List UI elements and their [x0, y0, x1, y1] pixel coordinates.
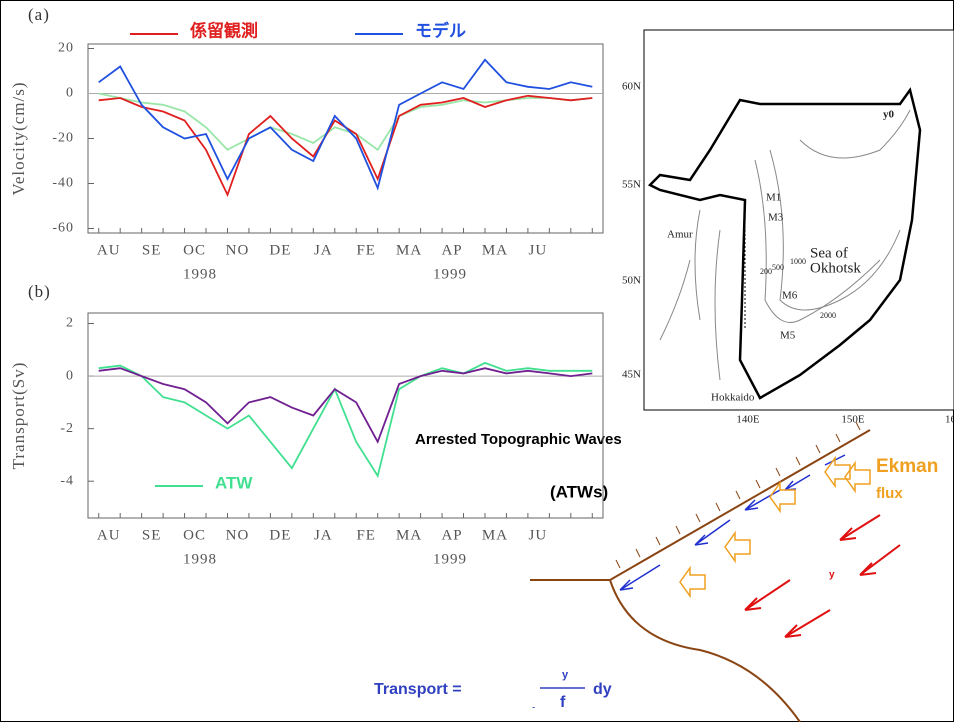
y-tick-label: 20: [58, 41, 74, 56]
x-tick-label: FE: [356, 527, 376, 543]
x-tick-label: AU: [97, 242, 121, 258]
x-tick-label: MA: [482, 242, 508, 258]
y-axis-label: Transport(Sv): [9, 362, 28, 470]
lat-label: 55N: [622, 179, 641, 191]
y0-label: y0: [883, 109, 895, 121]
x-tick-label: AP: [441, 527, 462, 543]
station: M3: [768, 212, 784, 224]
diagram-subtitle: (ATWs): [550, 482, 608, 501]
slide: 60N 55N 50N 45N 140E 150E 16 M1 M3 M6 M5…: [0, 0, 954, 722]
formula-den: f: [560, 694, 566, 711]
y-tick-label: -40: [52, 176, 74, 191]
tau-label: y: [829, 570, 835, 581]
legend-label: モデル: [415, 20, 466, 40]
x-tick-label: AP: [441, 242, 462, 258]
legend-label: 係留観測: [190, 20, 258, 40]
lat-label: 45N: [622, 369, 641, 381]
x-tick-label: DE: [269, 527, 291, 543]
map-frame: [644, 30, 954, 410]
diagram-title: Arrested Topographic Waves: [415, 431, 622, 448]
x-tick-label: MA: [396, 527, 422, 543]
place: Okhotsk: [810, 260, 861, 276]
x-tick-label: MA: [482, 527, 508, 543]
station: M5: [780, 330, 796, 342]
y-tick-label: 0: [66, 86, 74, 101]
x-tick-label: JU: [529, 242, 548, 258]
y-tick-label: 0: [66, 368, 74, 383]
lon-label: 140E: [736, 414, 760, 426]
contour-label: 1000: [790, 257, 806, 266]
x-tick-label: OC: [183, 527, 206, 543]
year-label: 1999: [433, 551, 467, 567]
x-tick-label: JU: [529, 527, 548, 543]
place: Amur: [667, 229, 693, 241]
page: {"chart_data": [ {"type": "line", "panel…: [0, 0, 954, 727]
formula-minus: -: [532, 703, 535, 714]
x-tick-label: JA: [314, 527, 333, 543]
ekman-label: Ekman: [876, 456, 938, 477]
y-tick-label: -2: [60, 421, 74, 436]
x-tick-label: NO: [226, 242, 250, 258]
place: Hokkaido: [711, 392, 755, 404]
station: M1: [766, 192, 781, 204]
lon-label: 150E: [841, 414, 865, 426]
formula-dy: dy: [593, 681, 612, 698]
panel-label: (b): [28, 282, 51, 301]
station: M6: [782, 290, 798, 302]
formula-num: y: [562, 669, 569, 681]
year-label: 1999: [433, 266, 467, 282]
x-tick-label: NO: [226, 527, 250, 543]
y-tick-label: -60: [52, 221, 74, 236]
x-tick-label: DE: [269, 242, 291, 258]
formula-lhs: Transport =: [374, 681, 462, 698]
x-tick-label: AU: [97, 527, 121, 543]
contour-label: 200: [760, 267, 772, 276]
lat-label: 60N: [622, 81, 641, 93]
lat-label: 50N: [622, 275, 641, 287]
y-axis-label: Velocity(cm/s): [9, 81, 28, 195]
x-tick-label: OC: [183, 242, 206, 258]
place: Sea of: [810, 245, 848, 261]
year-label: 1998: [183, 551, 217, 567]
contour-label: 500: [772, 263, 784, 272]
x-tick-label: JA: [314, 242, 333, 258]
contour-label: 2000: [820, 311, 836, 320]
year-label: 1998: [183, 266, 217, 282]
panel-label: (a): [28, 5, 50, 24]
y-tick-label: 2: [66, 316, 74, 331]
flux-label: flux: [876, 485, 903, 502]
x-tick-label: SE: [142, 242, 162, 258]
y-tick-label: -4: [60, 473, 74, 488]
map: 60N 55N 50N 45N 140E 150E 16 M1 M3 M6 M5…: [622, 30, 954, 426]
lon-label: 16: [945, 414, 954, 426]
y-tick-label: -20: [52, 131, 74, 146]
x-tick-label: FE: [356, 242, 376, 258]
legend-label: ATW: [215, 473, 253, 492]
body: 60N 55N 50N 45N 140E 150E 16 M1 M3 M6 M5…: [0, 0, 954, 727]
x-tick-label: SE: [142, 527, 162, 543]
x-tick-label: MA: [396, 242, 422, 258]
